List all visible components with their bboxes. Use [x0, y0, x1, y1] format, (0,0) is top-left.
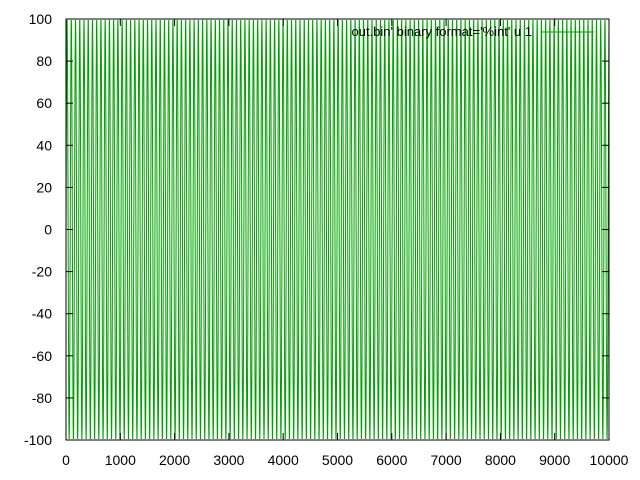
x-tick-label: 0: [62, 452, 70, 468]
y-tick-label: 40: [36, 137, 52, 153]
x-tick-label: 9000: [539, 452, 570, 468]
y-tick-label: -100: [24, 432, 52, 448]
x-tick-label: 2000: [159, 452, 190, 468]
y-tick-label: 80: [36, 53, 52, 69]
y-tick-label: -60: [32, 348, 52, 364]
y-tick-label: 0: [44, 222, 52, 238]
legend-entry-label: out.bin' binary format='%int' u 1: [351, 24, 532, 39]
axis-ticks: 0 1000 2000 3000 4000 5000 6000 7000 8000 9000 100…: [24, 11, 629, 468]
x-tick-label: 1000: [105, 452, 136, 468]
y-tick-label: -20: [32, 264, 52, 280]
x-tick-label: 3000: [213, 452, 244, 468]
x-tick-label: 5000: [322, 452, 353, 468]
series-line: [65, 20, 610, 439]
y-tick-label: -80: [32, 390, 52, 406]
x-tick-label: 8000: [485, 452, 516, 468]
x-tick-label: 10000: [590, 452, 629, 468]
x-tick-label: 4000: [268, 452, 299, 468]
legend: out.bin' binary format='%int' u 1: [351, 24, 594, 39]
x-tick-label: 7000: [431, 452, 462, 468]
y-tick-label: 60: [36, 95, 52, 111]
y-tick-label: 20: [36, 179, 52, 195]
y-tick-label: -40: [32, 306, 52, 322]
x-tick-label: 6000: [376, 452, 407, 468]
y-tick-label: 100: [29, 11, 53, 27]
series-layer: [65, 20, 610, 439]
